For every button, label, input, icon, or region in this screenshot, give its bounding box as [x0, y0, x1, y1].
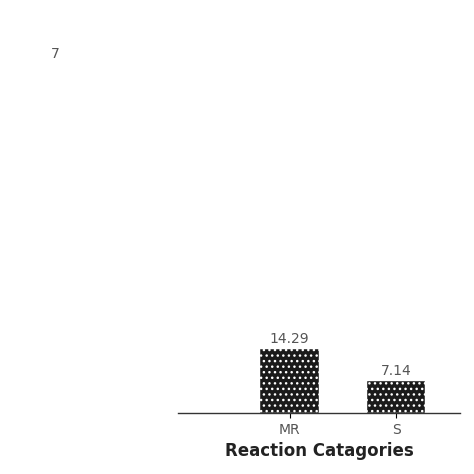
X-axis label: Reaction Catagories: Reaction Catagories — [225, 442, 413, 460]
Bar — [26, 64, 84, 413]
Bar — [260, 349, 319, 413]
Text: 14.29: 14.29 — [270, 332, 310, 346]
Text: 7: 7 — [51, 47, 60, 61]
Text: 7.14: 7.14 — [381, 364, 411, 378]
Bar — [367, 381, 426, 413]
